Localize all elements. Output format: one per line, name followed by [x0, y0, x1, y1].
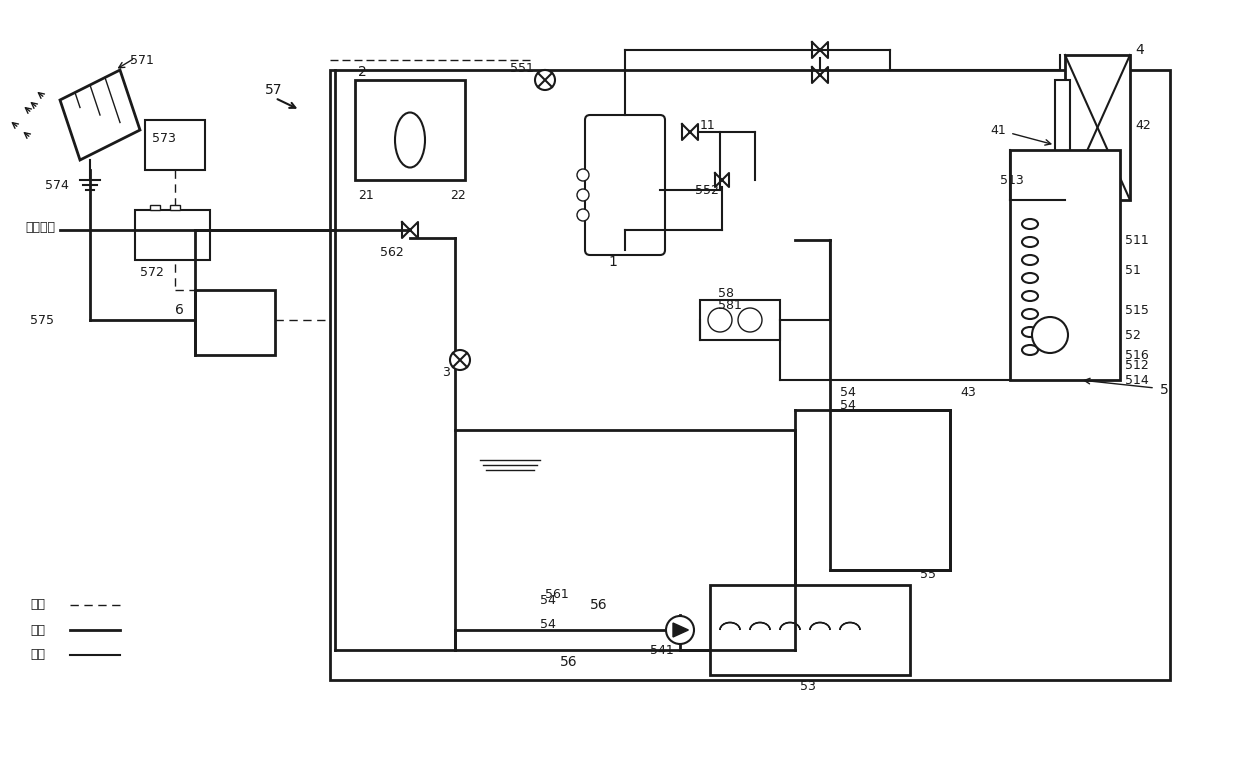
Bar — [1055, 80, 1070, 170]
Bar — [150, 205, 160, 210]
Text: 54: 54 — [839, 386, 856, 399]
Text: 513: 513 — [999, 173, 1024, 186]
Polygon shape — [673, 623, 688, 637]
Ellipse shape — [396, 112, 425, 168]
Bar — [455, 430, 795, 650]
Circle shape — [708, 308, 732, 332]
Text: 6: 6 — [175, 303, 184, 317]
FancyBboxPatch shape — [585, 115, 665, 255]
Bar — [145, 120, 205, 170]
Ellipse shape — [1022, 255, 1038, 265]
Text: 515: 515 — [1125, 303, 1149, 316]
Text: 561: 561 — [546, 588, 569, 601]
Ellipse shape — [1022, 345, 1038, 355]
Text: 511: 511 — [1125, 233, 1148, 246]
Text: 43: 43 — [960, 386, 976, 399]
Text: 58: 58 — [718, 286, 734, 300]
Text: 581: 581 — [718, 299, 742, 312]
Text: 57: 57 — [265, 83, 283, 97]
Ellipse shape — [1022, 237, 1038, 247]
Text: 573: 573 — [153, 132, 176, 145]
Text: 54: 54 — [839, 399, 856, 411]
Bar — [830, 410, 950, 570]
Circle shape — [577, 209, 589, 221]
Bar — [355, 80, 465, 180]
Text: 514: 514 — [1125, 373, 1148, 387]
Text: 512: 512 — [1125, 359, 1148, 371]
Text: 572: 572 — [140, 266, 164, 279]
Text: 55: 55 — [920, 568, 936, 581]
Text: 11: 11 — [701, 119, 715, 132]
Text: 水路: 水路 — [30, 624, 45, 637]
Bar — [135, 210, 210, 260]
Text: 56: 56 — [560, 655, 578, 669]
Circle shape — [534, 70, 556, 90]
Text: 551: 551 — [510, 62, 534, 75]
Bar — [170, 205, 180, 210]
Text: 2: 2 — [358, 65, 367, 79]
Text: 42: 42 — [1135, 119, 1151, 132]
Circle shape — [666, 616, 694, 644]
Circle shape — [577, 169, 589, 181]
Polygon shape — [60, 70, 140, 160]
Circle shape — [577, 189, 589, 201]
Circle shape — [738, 308, 763, 332]
Bar — [711, 585, 910, 675]
Text: 562: 562 — [379, 246, 404, 259]
Text: 516: 516 — [1125, 349, 1148, 361]
Circle shape — [450, 350, 470, 370]
Ellipse shape — [1022, 219, 1038, 229]
Text: 41: 41 — [990, 123, 1006, 136]
Text: 21: 21 — [358, 189, 373, 202]
Text: 541: 541 — [650, 644, 673, 657]
Ellipse shape — [1022, 327, 1038, 337]
Bar — [330, 70, 1171, 680]
Text: 54: 54 — [539, 594, 556, 607]
Ellipse shape — [1022, 309, 1038, 319]
Text: 冷媒: 冷媒 — [30, 648, 45, 661]
Text: 5: 5 — [1159, 383, 1169, 397]
Text: 1: 1 — [608, 255, 616, 269]
Circle shape — [1032, 317, 1068, 353]
Text: 4: 4 — [1135, 43, 1143, 57]
Bar — [1011, 150, 1120, 380]
Text: 53: 53 — [800, 681, 816, 694]
Text: 54: 54 — [539, 618, 556, 631]
Bar — [195, 290, 275, 355]
Text: 571: 571 — [130, 53, 154, 66]
Text: 574: 574 — [45, 179, 69, 192]
Bar — [1065, 55, 1130, 200]
Text: 22: 22 — [450, 189, 466, 202]
Text: 552: 552 — [694, 183, 719, 196]
Text: 575: 575 — [30, 313, 55, 326]
Text: 51: 51 — [1125, 263, 1141, 276]
Text: 3: 3 — [441, 366, 450, 379]
Text: 52: 52 — [1125, 329, 1141, 342]
Text: 56: 56 — [590, 598, 608, 612]
Bar — [701, 300, 780, 340]
Text: 控制: 控制 — [30, 598, 45, 611]
Ellipse shape — [1022, 273, 1038, 283]
Text: 市政用水: 市政用水 — [25, 220, 55, 233]
Ellipse shape — [1022, 291, 1038, 301]
